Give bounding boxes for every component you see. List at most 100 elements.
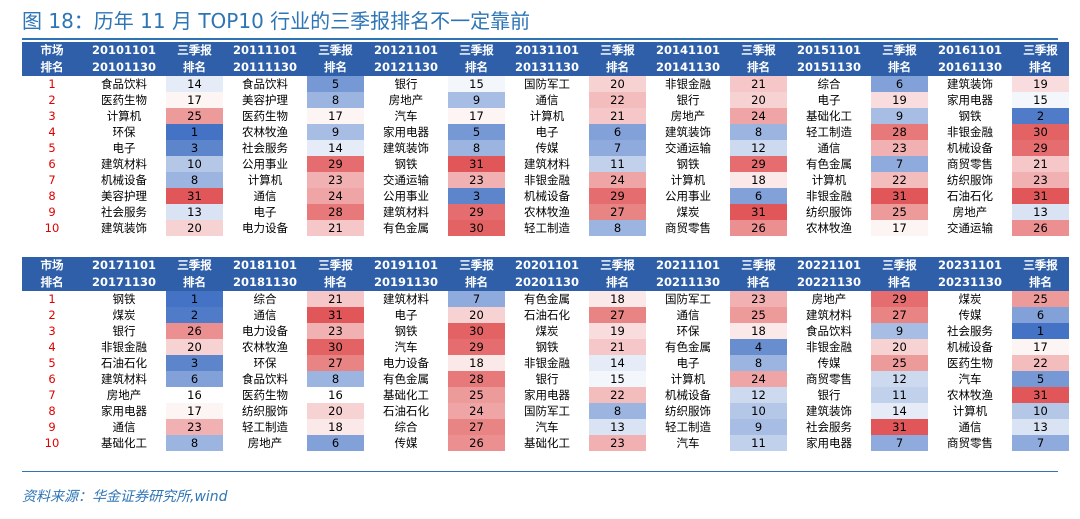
header-q3: 三季报 [871,42,928,59]
q3-rank-cell: 5 [1012,371,1069,387]
q3-rank-cell: 23 [166,419,223,435]
q3-rank-cell: 3 [166,140,223,156]
industry-cell: 农林牧渔 [947,388,993,402]
table-row: 10 建筑装饰 20 电力设备 21 有色金属 30 轻工制造 8 商贸零售 26 农林牧渔 17 交通运… [22,220,1069,236]
header-q3-rank: 排名 [448,59,505,76]
industry-cell: 非银金融 [806,340,852,354]
industry-cell: 银行 [112,324,136,338]
header-period-start: 20151101 [787,42,871,59]
q3-rank-cell: 8 [589,403,646,419]
rank-number: 8 [48,189,56,203]
industry-cell: 综合 [817,77,841,91]
industry-cell: 商贸零售 [947,157,993,171]
header-q3-rank: 排名 [589,274,646,291]
header-period-end: 20211130 [646,274,730,291]
industry-cell: 煤炭 [112,308,136,322]
q3-rank-cell: 28 [307,204,364,220]
industry-cell: 钢铁 [676,157,700,171]
industry-cell: 机械设备 [101,173,147,187]
rank-number: 8 [48,404,56,418]
header-q3-rank: 排名 [307,274,364,291]
industry-cell: 有色金属 [806,157,852,171]
q3-rank-cell: 30 [448,220,505,236]
q3-rank-cell: 23 [730,291,787,307]
industry-cell: 医药生物 [947,356,993,370]
table-row: 4 环保 1 农林牧渔 9 家用电器 5 电子 6 建筑装饰 8 轻工制造 28 非银金融 30 [22,124,1069,140]
industry-cell: 交通运输 [947,221,993,235]
header-period-end: 20231130 [928,274,1012,291]
header-market: 市场 [22,257,82,274]
q3-rank-cell: 23 [1012,172,1069,188]
industry-cell: 基础化工 [383,388,429,402]
q3-rank-cell: 27 [448,419,505,435]
industry-cell: 环保 [253,356,277,370]
industry-cell: 电子 [394,308,418,322]
industry-cell: 食品饮料 [242,372,288,386]
header-q3-rank: 排名 [448,274,505,291]
header-period-start: 20121101 [364,42,448,59]
industry-cell: 美容护理 [242,93,288,107]
industry-cell: 电力设备 [242,221,288,235]
industry-cell: 钢铁 [112,292,136,306]
q3-rank-cell: 21 [589,108,646,124]
q3-rank-cell: 6 [166,371,223,387]
q3-rank-cell: 22 [589,92,646,108]
q3-rank-cell: 13 [166,204,223,220]
header-q3-rank: 排名 [1012,274,1069,291]
industry-cell: 传媒 [958,308,982,322]
industry-cell: 房地产 [388,93,424,107]
table-row: 2 煤炭 2 通信 31 电子 20 石油石化 27 通信 25 建筑材料 27 传媒 6 [22,307,1069,323]
q3-rank-cell: 12 [730,387,787,403]
rank-number: 6 [48,372,56,386]
industry-cell: 商贸零售 [947,436,993,450]
q3-rank-cell: 6 [307,435,364,451]
industry-cell: 机械设备 [665,388,711,402]
header-q3: 三季报 [589,257,646,274]
q3-rank-cell: 8 [307,92,364,108]
q3-rank-cell: 27 [589,204,646,220]
industry-cell: 家用电器 [947,93,993,107]
q3-rank-cell: 17 [871,220,928,236]
source-note: 资料来源：华金证券研究所,wind [22,489,228,505]
header-q3-rank: 排名 [166,274,223,291]
industry-cell: 建筑材料 [806,308,852,322]
q3-rank-cell: 8 [730,355,787,371]
header-period-start: 20231101 [928,257,1012,274]
header-period-start: 20181101 [223,257,307,274]
industry-cell: 交通运输 [665,141,711,155]
industry-cell: 食品饮料 [101,77,147,91]
industry-cell: 钢铁 [958,109,982,123]
q3-rank-cell: 25 [448,387,505,403]
q3-rank-cell: 9 [871,108,928,124]
q3-rank-cell: 8 [448,140,505,156]
q3-rank-cell: 8 [589,220,646,236]
q3-rank-cell: 31 [166,188,223,204]
header-period-start: 20221101 [787,257,871,274]
q3-rank-cell: 29 [448,204,505,220]
q3-rank-cell: 12 [730,140,787,156]
q3-rank-cell: 24 [589,172,646,188]
industry-cell: 公用事业 [242,157,288,171]
header-period-end: 20171130 [82,274,166,291]
q3-rank-cell: 25 [166,108,223,124]
q3-rank-cell: 7 [589,140,646,156]
q3-rank-cell: 1 [1012,323,1069,339]
header-q3: 三季报 [1012,42,1069,59]
industry-cell: 传媒 [535,141,559,155]
q3-rank-cell: 14 [166,76,223,92]
industry-cell: 计算机 [670,173,706,187]
header-period-end: 20221130 [787,274,871,291]
table-row: 2 医药生物 17 美容护理 8 房地产 9 通信 22 银行 20 电子 19 家用电器 15 [22,92,1069,108]
industry-cell: 医药生物 [101,93,147,107]
rank-number: 9 [48,420,56,434]
q3-rank-cell: 20 [307,403,364,419]
q3-rank-cell: 25 [871,204,928,220]
q3-rank-cell: 23 [307,172,364,188]
industry-cell: 石油石化 [524,308,570,322]
industry-cell: 煤炭 [535,324,559,338]
industry-cell: 农林牧渔 [524,205,570,219]
q3-rank-cell: 15 [589,371,646,387]
header-q3: 三季报 [307,42,364,59]
q3-rank-cell: 31 [871,188,928,204]
industry-cell: 石油石化 [101,356,147,370]
